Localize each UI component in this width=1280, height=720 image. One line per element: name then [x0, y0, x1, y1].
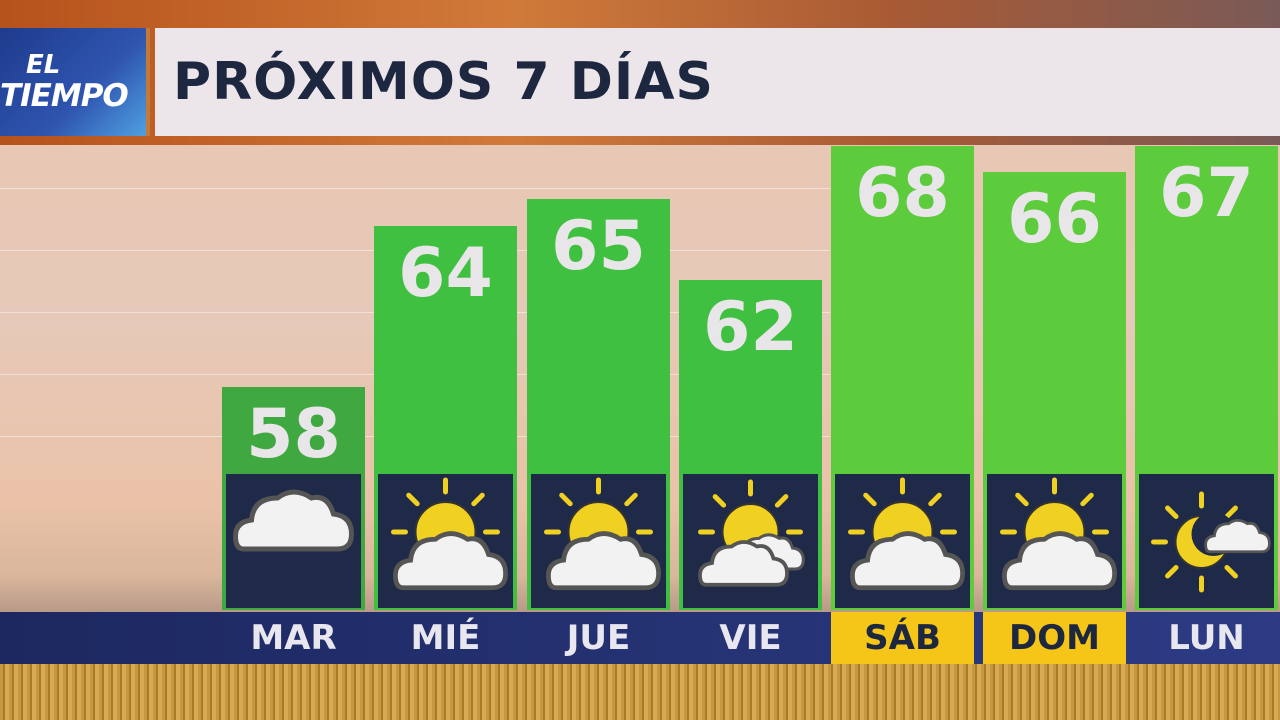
logo-line1: EL [26, 50, 61, 80]
high-temp: 58 [246, 395, 341, 475]
day-label: SÁB [831, 612, 974, 664]
bar-mié: 64 [374, 226, 517, 610]
cloudy-icon [226, 473, 361, 608]
partly-sunny-icon [835, 474, 970, 608]
background-field [0, 664, 1280, 720]
partly-sunny-icon [378, 474, 513, 608]
gridline [0, 188, 830, 189]
day-label: JUE [566, 618, 631, 658]
partly-sunny-icon [531, 473, 666, 608]
high-temp: 68 [855, 154, 950, 233]
bar-sáb: 68 [831, 146, 974, 610]
high-temp: 64 [398, 234, 493, 313]
partly-cloudy-icon [1139, 474, 1274, 608]
bar-mar: 58 [222, 387, 365, 610]
day-label: DOM [983, 612, 1126, 664]
bar-dom: 66 [983, 172, 1126, 610]
day-label: LUN [1168, 618, 1245, 658]
bar-jue: 65 [527, 199, 670, 610]
day-label: MAR [250, 618, 337, 658]
high-temp: 65 [551, 207, 646, 287]
mostly-cloudy-icon [683, 473, 818, 608]
partly-sunny-icon [987, 473, 1122, 608]
page-title: PRÓXIMOS 7 DÍAS [173, 52, 714, 112]
day-label: MIÉ [410, 618, 481, 658]
high-temp: 67 [1159, 154, 1254, 233]
high-temp: 66 [1007, 180, 1102, 260]
title-bar: PRÓXIMOS 7 DÍAS [155, 28, 1280, 136]
day-label: VIE [719, 618, 782, 658]
el-tiempo-logo: EL TIEMPO [0, 28, 150, 136]
logo-line2: TIEMPO [0, 78, 129, 114]
high-temp: 62 [703, 287, 798, 367]
bar-lun: 67 [1135, 146, 1278, 610]
bar-vie: 62 [679, 279, 822, 610]
